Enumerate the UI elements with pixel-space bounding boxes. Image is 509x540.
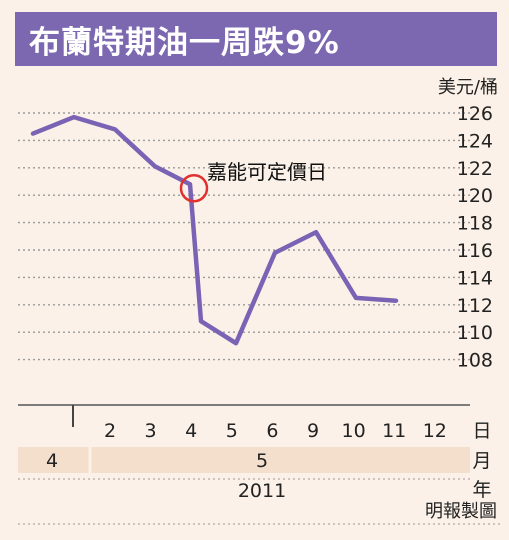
x-tick-label: 12 [423, 420, 447, 442]
x-tick-label: 10 [342, 420, 366, 442]
month-label: 5 [256, 450, 268, 472]
year-label: 2011 [238, 480, 286, 502]
x-tick-label: 4 [185, 420, 197, 442]
credit-label: 明報製圖 [425, 501, 497, 522]
x-tick-label: 2 [104, 420, 116, 442]
y-tick-label: 120 [457, 185, 493, 207]
x-tick-label: 3 [145, 420, 157, 442]
x-axis-unit-label: 月 [472, 450, 491, 472]
x-tick-label: 9 [307, 420, 319, 442]
month-label: 4 [46, 450, 58, 472]
y-tick-label: 114 [457, 267, 493, 289]
title-bar: 布蘭特期油一周跌9% [15, 12, 497, 66]
y-tick-label: 108 [457, 350, 493, 372]
price-series [30, 114, 399, 346]
x-tick-label: 11 [382, 420, 406, 442]
y-axis-unit: 美元/桶 [438, 77, 498, 98]
x-axis-bands [18, 447, 470, 473]
y-tick-label: 112 [457, 295, 493, 317]
price-line [30, 114, 399, 346]
y-tick-label: 118 [457, 213, 493, 235]
y-tick-label: 124 [457, 130, 493, 152]
x-tick-label: 6 [266, 420, 278, 442]
y-tick-label: 116 [457, 240, 493, 262]
gridlines [18, 112, 500, 525]
chart-title: 布蘭特期油一周跌9% [29, 24, 340, 61]
y-tick-label: 122 [457, 158, 493, 180]
x-axis-unit-label: 日 [472, 420, 491, 442]
x-axis-unit-label: 年 [472, 479, 491, 501]
annotation-marker [179, 173, 209, 203]
x-tick-label: 5 [226, 420, 238, 442]
y-tick-label: 110 [457, 322, 493, 344]
annotation-label: 嘉能可定價日 [207, 160, 327, 184]
y-tick-label: 126 [457, 103, 493, 125]
month-band [18, 447, 470, 473]
